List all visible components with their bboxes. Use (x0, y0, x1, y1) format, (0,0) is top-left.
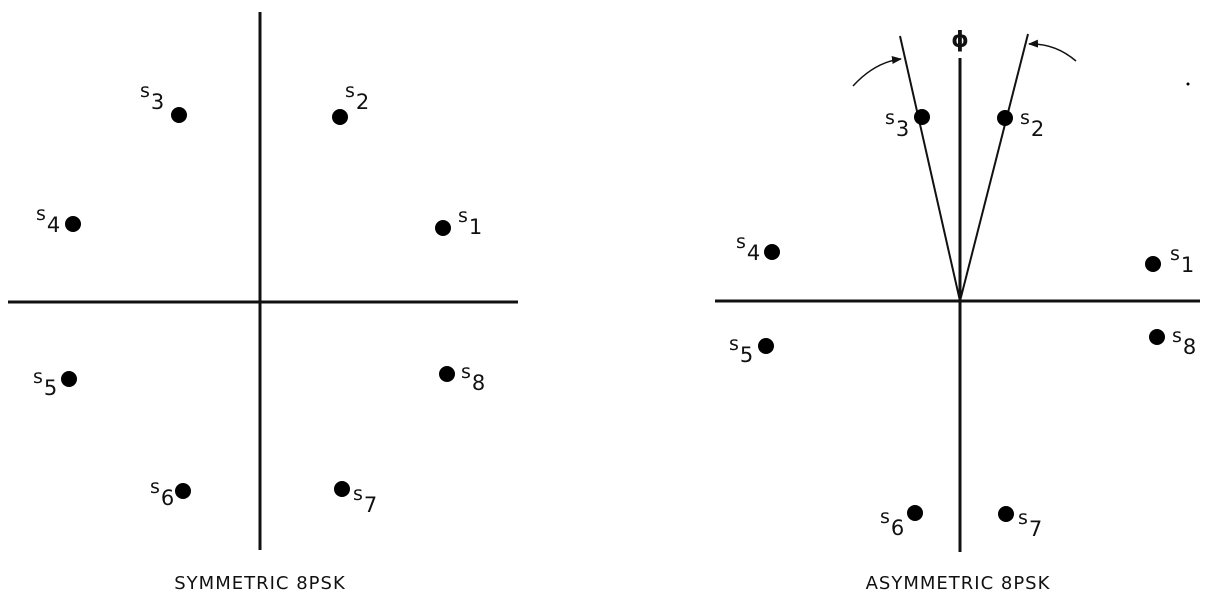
scan-speck (1186, 82, 1190, 86)
asymmetric-point-s2 (997, 110, 1013, 126)
asymmetric-label-s4: s4 (736, 231, 760, 265)
asymmetric-caption: ASYMMETRIC 8PSK (866, 573, 1051, 594)
symmetric-label-s8: s8 (461, 361, 485, 395)
symmetric-point-s1 (435, 220, 451, 236)
asymmetric-8psk-diagram: ϕ s1 s2 s3 s4 s5 s6 s7 (715, 28, 1200, 594)
symmetric-point-s2 (332, 109, 348, 125)
symmetric-point-s3 (171, 107, 187, 123)
symmetric-label-s2: s2 (345, 80, 369, 114)
asymmetric-phi-ray-left (899, 35, 961, 302)
asymmetric-phi-arc-left (852, 56, 902, 87)
symmetric-label-s7: s7 (353, 483, 377, 517)
symmetric-point-s4 (65, 216, 81, 232)
symmetric-point-s6 (175, 483, 191, 499)
asymmetric-phi-ray-right (959, 33, 1029, 302)
symmetric-point-s7 (334, 481, 350, 497)
symmetric-label-s3: s3 (140, 80, 164, 114)
symmetric-label-s5: s5 (33, 366, 57, 400)
asymmetric-point-s6 (907, 505, 923, 521)
asymmetric-label-s7: s7 (1018, 507, 1042, 541)
symmetric-label-s6: s6 (150, 476, 174, 510)
asymmetric-point-s3 (914, 109, 930, 125)
asymmetric-label-s2: s2 (1020, 107, 1044, 141)
asymmetric-point-s1 (1145, 256, 1161, 272)
symmetric-label-s1: s1 (458, 205, 482, 239)
asymmetric-point-s8 (1149, 329, 1165, 345)
asymmetric-label-s3: s3 (885, 107, 909, 141)
asymmetric-point-s7 (998, 506, 1014, 522)
asymmetric-phi-arc-right (1028, 39, 1077, 62)
asymmetric-point-s5 (758, 338, 774, 354)
symmetric-point-s5 (61, 371, 77, 387)
symmetric-8psk-diagram: s1 s2 s3 s4 s5 s6 s7 s8 SYMMETRIC 8PSK (8, 12, 518, 594)
symmetric-point-s8 (439, 366, 455, 382)
asymmetric-phi-label: ϕ (951, 28, 969, 53)
asymmetric-label-s5: s5 (729, 333, 753, 367)
asymmetric-point-s4 (764, 244, 780, 260)
asymmetric-label-s6: s6 (880, 506, 904, 540)
asymmetric-label-s1: s1 (1170, 243, 1194, 277)
symmetric-label-s4: s4 (36, 203, 60, 237)
asymmetric-label-s8: s8 (1172, 325, 1196, 359)
symmetric-caption: SYMMETRIC 8PSK (174, 573, 346, 594)
